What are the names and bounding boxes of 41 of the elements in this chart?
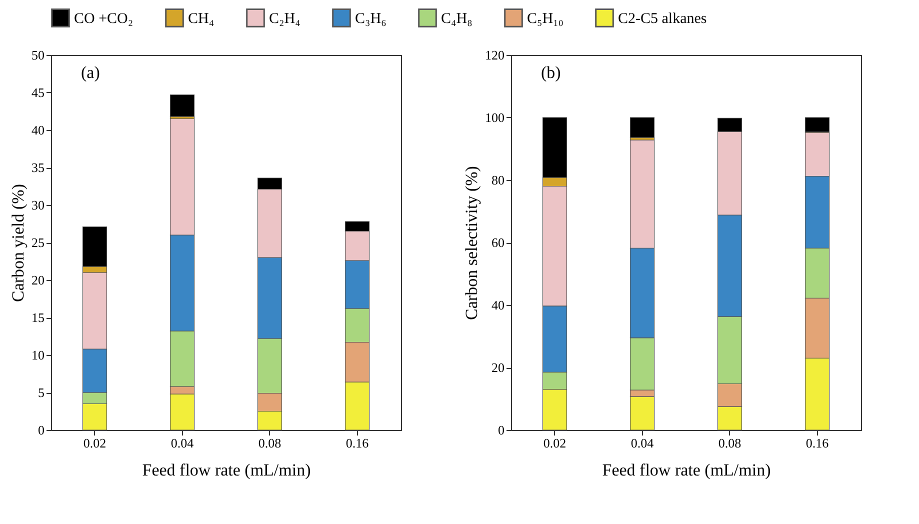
x-tick-label: 0.02	[543, 436, 566, 450]
y-tick-label: 100	[485, 110, 504, 125]
y-axis-title: Carbon selectivity (%)	[462, 166, 481, 320]
y-tick-label: 15	[32, 310, 44, 325]
legend-label: CO +CO₂	[74, 10, 134, 27]
x-axis-title: Feed flow rate (mL/min)	[602, 460, 771, 480]
legend-label: C₄H₈	[441, 10, 472, 27]
y-tick-label: 50	[32, 48, 44, 62]
y-tick-label: 10	[32, 348, 44, 362]
y-tick-label: 35	[32, 160, 44, 175]
x-tick-label: 0.08	[258, 436, 282, 450]
x-tick-label: 0.08	[718, 436, 742, 450]
y-tick-label: 60	[492, 235, 504, 250]
bar	[170, 94, 195, 117]
y-tick-label: 45	[32, 85, 44, 100]
x-tick-label: 0.16	[346, 436, 370, 450]
x-tick-label: 0.02	[83, 436, 106, 450]
y-tick-label: 120	[485, 48, 504, 62]
y-tick-label: 40	[492, 298, 504, 312]
y-tick-label: 20	[32, 272, 44, 288]
legend-label: C₃H₆	[355, 10, 386, 27]
x-tick-label: 0.04	[170, 436, 194, 450]
y-tick-label: 30	[32, 198, 44, 212]
annotation: (a)	[81, 63, 100, 82]
y-tick-label: 40	[32, 122, 44, 138]
x-tick-label: 0.04	[630, 436, 654, 450]
legend-label: C₅H₁₀	[527, 10, 564, 27]
y-tick-label: 0	[498, 422, 504, 438]
y-tick-label: 0	[38, 422, 44, 438]
y-tick-label: 5	[38, 385, 44, 400]
legend-label: C2-C5 alkanes	[618, 10, 707, 27]
y-tick-label: 80	[492, 172, 504, 188]
x-tick-label: 0.16	[806, 436, 830, 450]
y-tick-label: 20	[492, 360, 504, 375]
legend-label: CH₄	[188, 10, 214, 27]
legend-label: C₂H₄	[269, 10, 300, 27]
y-axis-title: Carbon yield (%)	[8, 184, 28, 302]
y-tick-label: 25	[32, 235, 44, 250]
bar	[630, 117, 655, 138]
x-axis-title: Feed flow rate (mL/min)	[142, 460, 311, 480]
annotation: (b)	[541, 63, 561, 82]
